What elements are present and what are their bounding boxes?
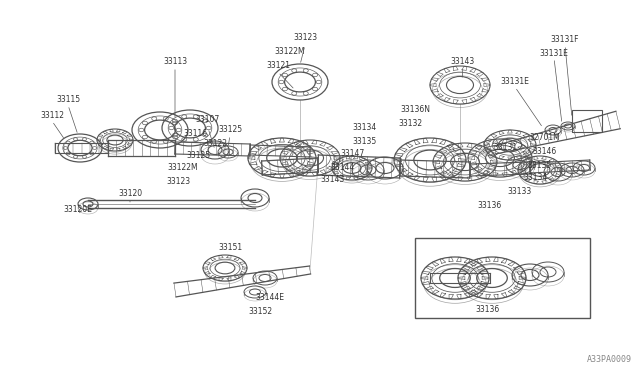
Text: 33125: 33125 <box>218 125 242 135</box>
Text: 33113: 33113 <box>163 58 187 67</box>
Text: 33133: 33133 <box>508 187 532 196</box>
Text: 33146: 33146 <box>533 148 557 157</box>
Text: 33116: 33116 <box>183 128 207 138</box>
Text: 33120: 33120 <box>118 189 142 198</box>
Text: 33147: 33147 <box>341 150 365 158</box>
Text: 32701M: 32701M <box>530 134 561 142</box>
Text: 33131E: 33131E <box>540 48 568 58</box>
Text: 33122M: 33122M <box>275 48 305 57</box>
Text: 33123: 33123 <box>166 176 190 186</box>
Text: 33131F: 33131F <box>551 35 579 45</box>
Text: 33121: 33121 <box>266 61 290 71</box>
Text: 33136: 33136 <box>476 305 500 314</box>
Text: 33112: 33112 <box>40 112 64 121</box>
Text: 33107: 33107 <box>196 115 220 125</box>
Text: 33132: 33132 <box>398 119 422 128</box>
Text: 33125: 33125 <box>186 151 210 160</box>
Text: 33123: 33123 <box>293 33 317 42</box>
Text: 33143: 33143 <box>451 58 475 67</box>
Text: 33115: 33115 <box>56 96 80 105</box>
Bar <box>415 238 590 318</box>
Text: 33120E: 33120E <box>63 205 92 215</box>
Text: 33143: 33143 <box>321 176 345 185</box>
Text: A33PA0009: A33PA0009 <box>587 355 632 364</box>
Text: 33135: 33135 <box>353 137 377 145</box>
Text: 33136N: 33136N <box>400 106 430 115</box>
Text: 33131E: 33131E <box>500 77 529 87</box>
Text: 33131: 33131 <box>493 144 517 153</box>
Text: 33135: 33135 <box>528 160 552 170</box>
Text: 33151: 33151 <box>218 244 242 253</box>
Text: 33144: 33144 <box>331 163 355 171</box>
Text: 33134: 33134 <box>524 173 548 183</box>
Text: 33122: 33122 <box>203 138 227 148</box>
Text: 33136: 33136 <box>478 202 502 211</box>
Text: 33152: 33152 <box>248 307 272 315</box>
Text: 33144E: 33144E <box>255 294 285 302</box>
Text: 33134: 33134 <box>353 124 377 132</box>
Text: 33122M: 33122M <box>168 164 198 173</box>
